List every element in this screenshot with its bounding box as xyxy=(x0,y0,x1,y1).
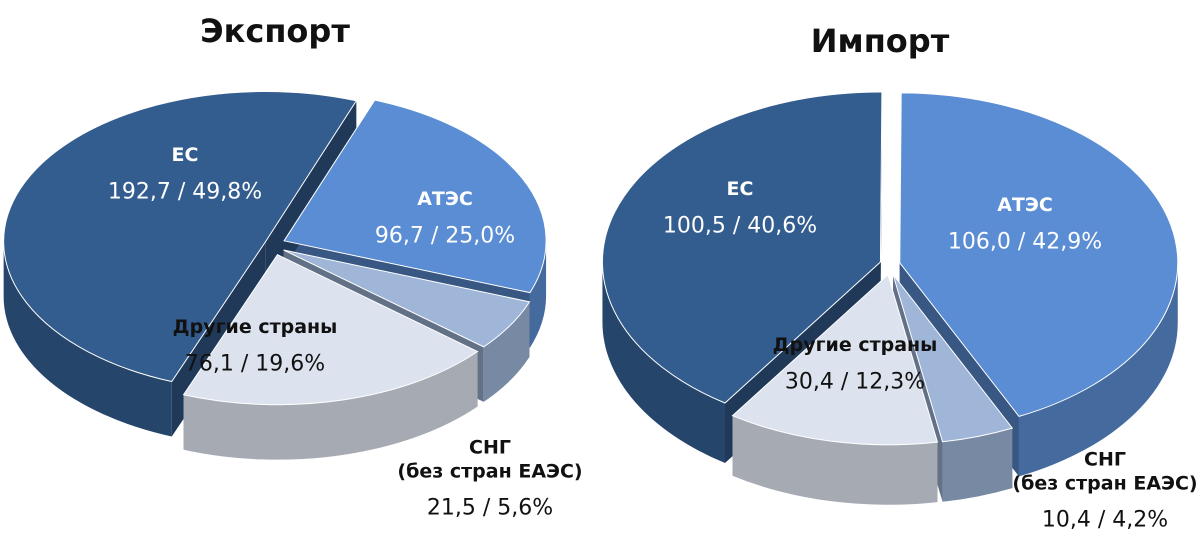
slice-label: ЕС xyxy=(171,144,199,167)
slice xyxy=(892,274,1014,443)
chart-title: Экспорт xyxy=(200,12,350,50)
slice-wall xyxy=(942,428,1013,502)
slice-label: Другие страны xyxy=(172,316,338,339)
slice-label: ЕС xyxy=(726,178,754,201)
slice-wall xyxy=(483,301,530,402)
slice xyxy=(283,249,531,348)
value-label: 96,7 / 25,0% xyxy=(374,223,516,249)
slice-wall xyxy=(732,415,938,505)
chart-title: Импорт xyxy=(810,22,950,60)
slice xyxy=(182,254,479,406)
slice-wall xyxy=(183,351,478,460)
slice xyxy=(283,99,547,294)
slice-label: АТЭС xyxy=(417,188,473,211)
value-label: 106,0 / 42,9% xyxy=(947,229,1103,255)
slice xyxy=(3,90,358,383)
value-label: 100,5 / 40,6% xyxy=(662,213,818,239)
slice xyxy=(601,91,883,404)
slice-wall xyxy=(602,262,725,463)
slice-label: Другие страны xyxy=(772,334,938,357)
slice-label: АТЭС xyxy=(997,194,1053,217)
value-label: 10,4 / 4,2% xyxy=(1041,507,1169,533)
value-label: 21,5 / 5,6% xyxy=(426,495,554,521)
value-label: 30,4 / 12,3% xyxy=(784,369,926,395)
slice-wall xyxy=(3,241,172,437)
slice xyxy=(899,92,1179,417)
value-label: 76,1 / 19,6% xyxy=(184,351,326,377)
value-label: 192,7 / 49,8% xyxy=(107,179,263,205)
slice-label: СНГ (без стран ЕАЭС) xyxy=(1012,448,1198,494)
slice xyxy=(731,273,939,446)
slice-label: СНГ (без стран ЕАЭС) xyxy=(397,436,583,482)
slice-wall xyxy=(1018,262,1178,477)
